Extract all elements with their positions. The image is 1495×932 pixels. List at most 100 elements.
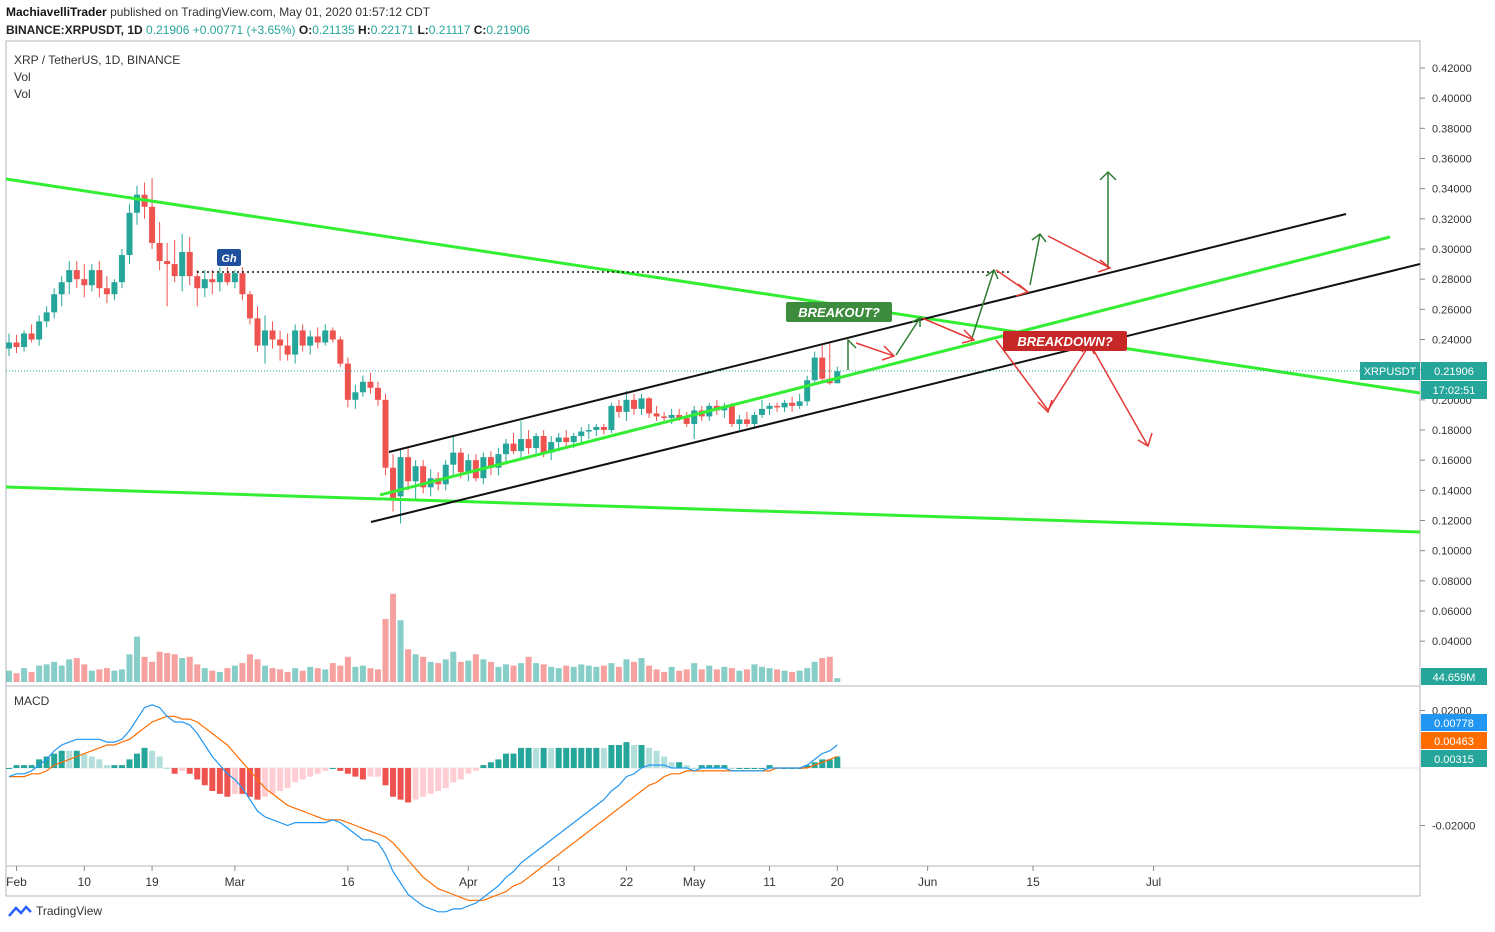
arrow-head [1099,170,1117,181]
price-tick-label: 0.26000 [1432,304,1472,316]
volume-bar [608,663,615,682]
volume-bar [412,654,419,682]
price-tick-label: 0.34000 [1432,184,1472,196]
candle [518,420,525,461]
volume-bar [6,670,12,682]
candle [608,402,615,434]
macd-histogram-bar [533,747,540,768]
volume-bar [314,668,321,682]
macd-histogram-bar [691,768,698,769]
legend-macd[interactable]: MACD [14,694,50,708]
volume-bar [262,665,269,682]
volume-bar [570,666,577,682]
macd-histogram-bar [736,768,743,769]
price-tick-label: 0.24000 [1432,335,1472,347]
price-tick-label: 0.16000 [1432,455,1472,467]
volume-bar [826,656,833,682]
volume-bar [81,664,88,682]
breakdown-label-box [1003,331,1127,351]
macd-histogram-bar [540,747,547,768]
volume-bar [390,593,397,682]
macd-histogram-bar [299,768,306,780]
high-label: H: [358,23,371,37]
macd-histogram-bar [450,768,457,783]
volume-bar [450,651,457,682]
macd-histogram-bar [21,765,28,768]
volume-bar [194,664,201,682]
volume-bar [721,666,728,682]
volume-bar [307,666,314,682]
volume-bar [789,671,796,682]
candle [88,264,95,292]
macd-histogram-bar [721,765,728,768]
macd-histogram-bar [262,768,269,797]
volume-bar [676,670,683,682]
volume-bar [495,666,502,682]
volume-bar [284,671,291,682]
macd-histogram-bar [653,750,660,768]
macd-histogram-bar [555,747,562,768]
candle [179,233,186,292]
candle [43,306,50,328]
volume-bar [834,678,841,682]
candle [186,236,193,286]
macd-histogram-bar [13,765,20,768]
legend-volume-2[interactable]: Vol [14,87,31,101]
candle [593,423,600,437]
author-name[interactable]: MachiavelliTrader [6,5,107,19]
tradingview-footer[interactable]: TradingView [8,904,102,918]
channel-lower-line [370,263,1421,523]
chart-frame [5,40,1421,897]
volume-bar [179,658,186,682]
legend-volume-1[interactable]: Vol [14,70,31,84]
histogram-badge-box [1421,750,1487,767]
candle [58,276,65,307]
macd-histogram-bar [186,768,193,774]
time-axis[interactable]: Feb 10 19 Mar 16 Apr 13 22 May 11 20 Jun 15 Jul [6,866,1161,889]
legend-title[interactable]: XRP / TetherUS, 1D, BINANCE [14,53,180,67]
macd-histogram-bar [804,765,811,768]
volume-bar [149,661,156,682]
volume-bar [540,664,547,682]
macd-histogram-bar [608,745,615,768]
volume-bar [578,664,585,682]
breakout-label-box [786,302,892,322]
volume-bar [533,663,540,682]
candle [487,451,494,476]
macd-histogram-bar [713,765,720,768]
macd-histogram-bar [344,768,351,774]
candle [525,430,532,455]
volume-bar [111,670,118,682]
macd-histogram-bar [563,747,570,768]
low-value: 0.21117 [428,23,471,37]
time-tick-label: Jun [918,875,937,889]
macd-histogram-bar [397,768,404,800]
price-tick-label: 0.18000 [1432,425,1472,437]
candle [811,351,818,385]
volume-bar [277,669,284,682]
volume-bar [427,661,434,682]
macd-histogram-bar [103,765,110,768]
candle [352,384,359,409]
candle [638,393,645,415]
macd-histogram-bar [668,762,675,768]
macd-histogram-bar [118,765,125,768]
arrow-head [961,329,976,344]
volume-bar [337,665,344,682]
countdown-badge: 17:02:51 [1433,385,1476,397]
candle [13,334,20,354]
macd-histogram-bar [525,747,532,768]
candle [171,239,178,283]
macd-histogram-bar [284,768,291,789]
macd-histogram-bar [269,768,276,794]
macd-histogram-bar [593,747,600,768]
macd-histogram-bar [367,768,374,777]
candle [224,267,231,286]
macd-histogram-bar [58,750,65,768]
close-label: C: [473,23,487,37]
candle [804,375,811,406]
volume-bar [405,649,412,682]
symbol-name: BINANCE:XRPUSDT, 1D [6,23,143,37]
pullback-arrow-4 [1047,235,1111,269]
